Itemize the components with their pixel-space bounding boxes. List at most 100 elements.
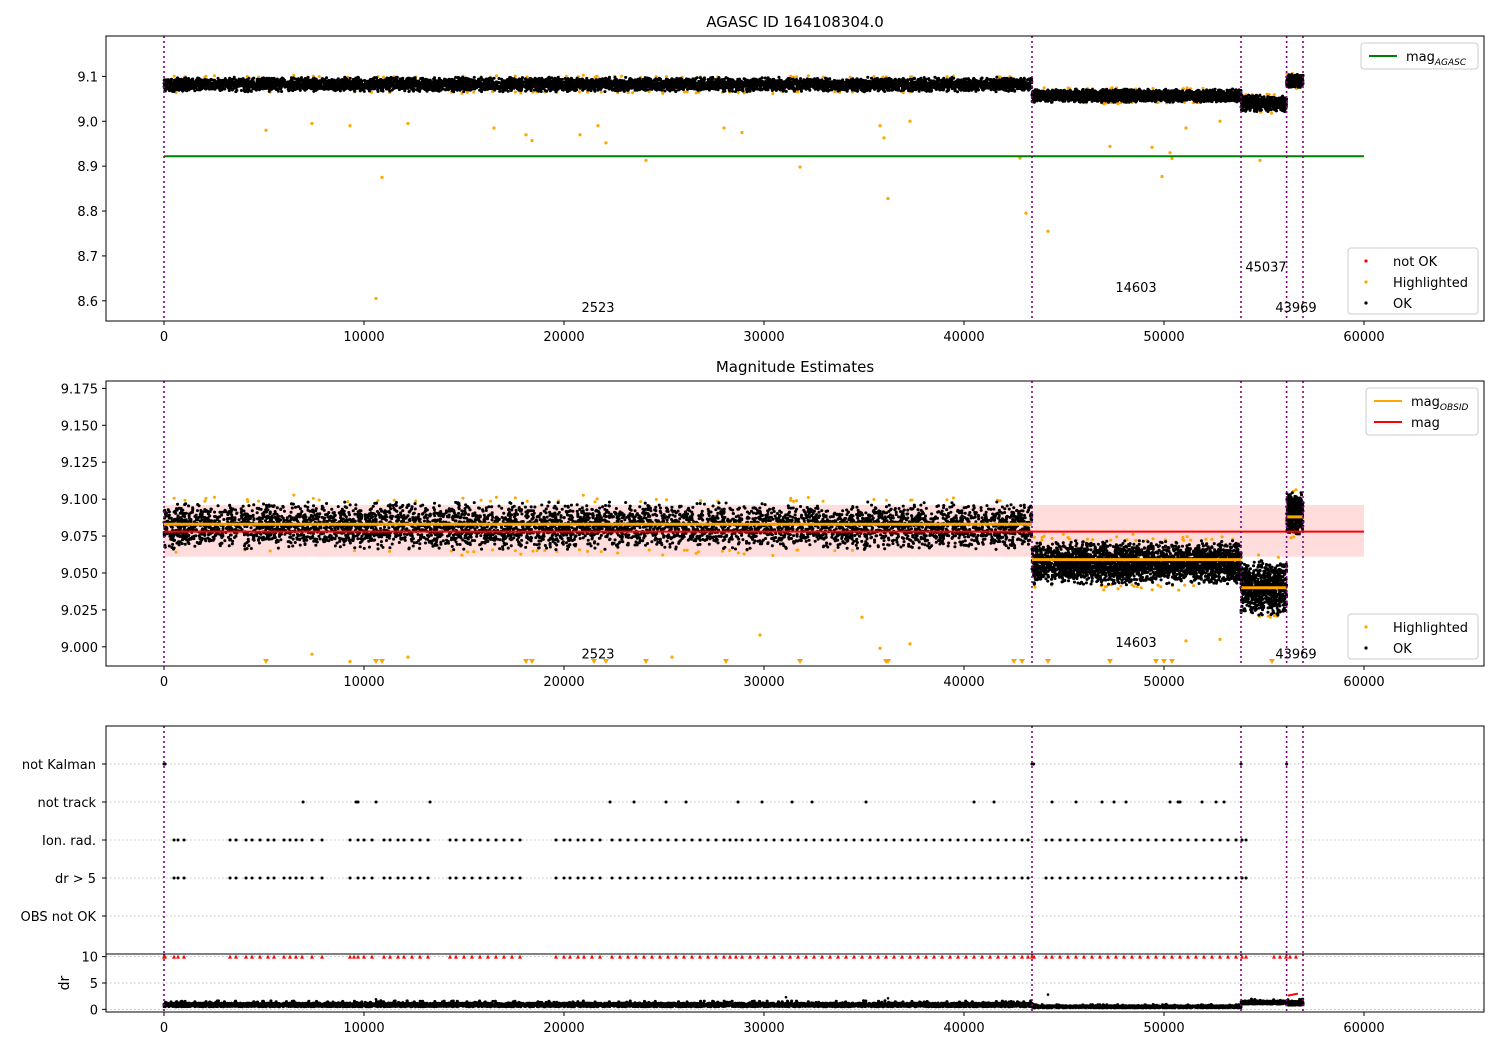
y-tick-label: 9.050: [61, 567, 98, 582]
highlighted-outlier-point: [1160, 174, 1164, 179]
panel-agasc-plot-area: [162, 36, 1364, 321]
legend-label: OK: [1393, 297, 1412, 312]
y-tick-label: 9.100: [61, 493, 98, 508]
dr-clipped-marker: [554, 954, 558, 959]
below-range-marker: [1107, 659, 1113, 664]
highlighted-outlier-point: [264, 128, 268, 132]
legend-frame: [1347, 613, 1479, 660]
panel-dr: 0 10000 20000 30000 40000 50000 60000 0 5 10 dr: [57, 951, 1485, 1036]
dr-clipped-marker: [1138, 954, 1142, 959]
highlighted-outlier-point: [882, 136, 886, 140]
dr-outlier-point: [784, 995, 788, 999]
x-tick-label: 10000: [343, 1021, 384, 1036]
dr-clipped-marker: [1074, 954, 1078, 959]
y-tick-label: 9.025: [61, 604, 98, 619]
panel-agasc-legend-status: not OK Highlighted OK: [1347, 247, 1479, 315]
y-tick-label: 9.0: [77, 115, 98, 130]
dr-clipped-marker: [1154, 954, 1158, 959]
dr-clipped-marker: [598, 954, 602, 959]
panel-agasc-frame: [105, 35, 1485, 322]
dr-clipped-marker: [674, 954, 678, 959]
dr-clipped-marker: [932, 954, 936, 959]
dr-clipped-marker: [510, 954, 514, 959]
dr-clipped-marker: [634, 954, 638, 959]
highlighted-outlier-point: [348, 124, 352, 128]
x-tick-label: 30000: [743, 330, 784, 345]
dr-clipped-marker: [502, 954, 506, 959]
highlighted-outlier-point: [758, 633, 762, 637]
dr-clipped-marker: [1278, 954, 1282, 959]
dr-clipped-marker: [1234, 954, 1238, 959]
highlighted-outlier-point: [908, 642, 912, 646]
highlighted-outlier-point: [524, 133, 528, 137]
dr-clipped-marker: [234, 954, 238, 959]
dr-clipped-marker: [454, 954, 458, 959]
legend-label: not OK: [1393, 255, 1438, 270]
x-tick-label: 50000: [1143, 1021, 1184, 1036]
y-tick-label: 5: [90, 977, 98, 992]
highlighted-outlier-point: [908, 119, 912, 123]
below-range-marker: [523, 659, 529, 664]
highlighted-outlier-point: [348, 659, 352, 664]
dr-clipped-marker: [772, 954, 776, 959]
below-range-marker: [1019, 659, 1025, 664]
dr-clipped-marker: [294, 954, 298, 959]
obsid-label: 45037: [1245, 261, 1286, 276]
below-range-marker: [603, 659, 609, 664]
dr-clipped-marker: [396, 954, 400, 959]
x-tick-label: 20000: [543, 330, 584, 345]
dr-clipped-marker: [1012, 954, 1016, 959]
dr-clipped-marker: [266, 954, 270, 959]
highlighted-outlier-point: [1150, 145, 1154, 149]
y-tick-label: 9.150: [61, 419, 98, 434]
highlighted-outlier-point: [1218, 637, 1222, 642]
highlighted-outlier-point: [1168, 151, 1172, 155]
legend-marker-highlighted: [1364, 625, 1368, 629]
dr-clipped-marker: [988, 954, 992, 959]
dr-clipped-marker: [1240, 954, 1244, 959]
highlighted-outlier-point: [670, 655, 674, 659]
legend-frame: [1365, 387, 1479, 436]
highlighted-outlier-point: [374, 296, 378, 301]
dr-clipped-marker: [163, 954, 167, 959]
highlighted-outlier-point: [310, 121, 314, 126]
highlighted-outlier-point: [604, 141, 608, 145]
below-range-marker: [723, 659, 729, 664]
dr-clipped-marker: [844, 954, 848, 959]
below-range-marker: [643, 659, 649, 664]
dr-clipped-marker: [448, 954, 452, 959]
legend-label: Highlighted: [1393, 276, 1468, 291]
dr-clipped-marker: [1162, 954, 1166, 959]
legend-label: Highlighted: [1393, 621, 1468, 636]
dr-clipped-marker: [1082, 954, 1086, 959]
y-tick-label: 0: [90, 1003, 98, 1018]
dr-clipped-marker: [698, 954, 702, 959]
dr-clipped-marker: [228, 954, 232, 959]
highlighted-outlier-point: [1024, 211, 1028, 215]
dr-clipped-marker: [172, 954, 176, 959]
dr-clipped-marker: [356, 954, 360, 959]
dr-clipped-marker: [250, 954, 254, 959]
dr-clipped-marker: [176, 954, 180, 959]
dr-clipped-marker: [1032, 954, 1036, 959]
legend-label-subscript: AGASC: [1434, 58, 1467, 68]
highlighted-points: [172, 488, 1298, 619]
dr-clipped-marker: [590, 954, 594, 959]
dr-clipped-marker: [576, 954, 580, 959]
panel-agasc-obsid-labels: 2523 14603 45037 43969: [581, 261, 1316, 316]
dr-clipped-marker: [310, 954, 314, 959]
panel-magnitude-estimates-legend-status: Highlighted OK: [1347, 613, 1479, 660]
highlighted-outlier-point: [406, 655, 410, 659]
flag-row-label: dr > 5: [55, 872, 96, 887]
dr-clipped-marker: [1146, 954, 1150, 959]
dr-clipped-marker: [1194, 954, 1198, 959]
dr-clipped-marker: [972, 954, 976, 959]
dr-clipped-marker: [1170, 954, 1174, 959]
dr-clipped-marker: [884, 954, 888, 959]
obsid-label: 2523: [581, 301, 614, 316]
dr-clipped-marker: [650, 954, 654, 959]
panel-magnitude-estimates-frame: [105, 380, 1485, 667]
flag-row-label: not Kalman: [22, 758, 96, 773]
dr-clipped-marker: [740, 954, 744, 959]
